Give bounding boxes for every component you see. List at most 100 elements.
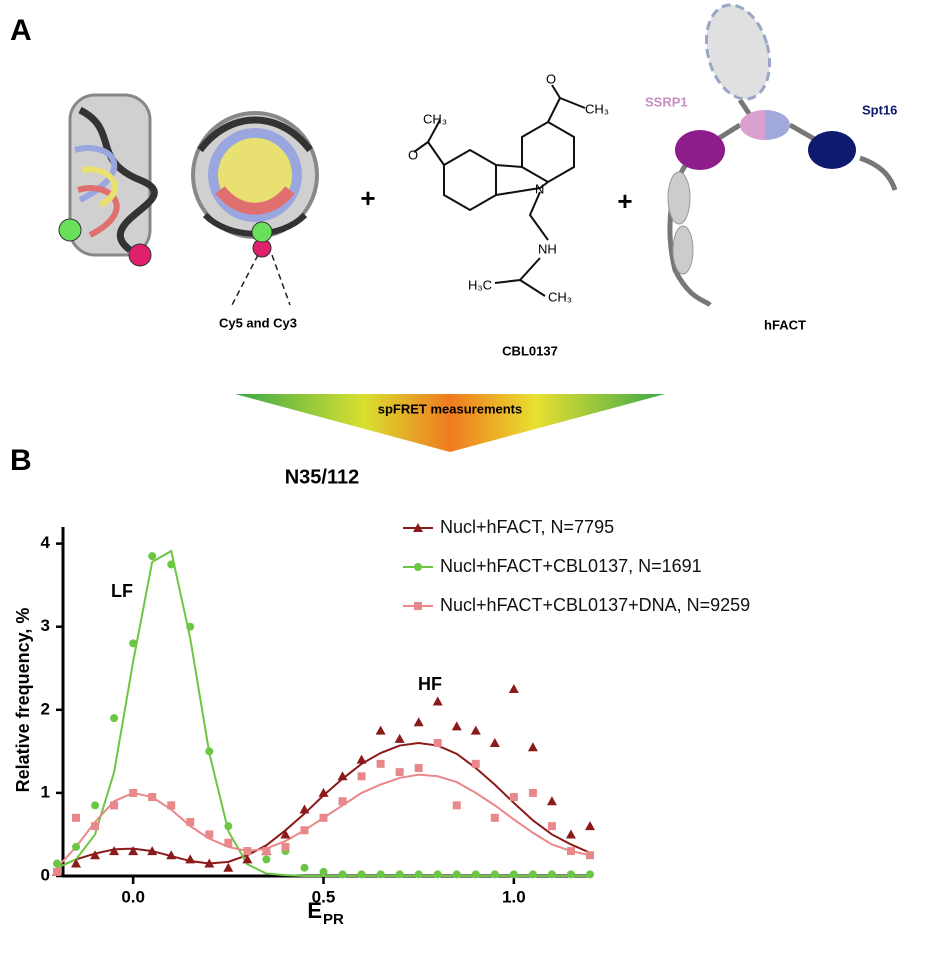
point xyxy=(223,862,234,872)
point xyxy=(566,870,575,879)
point xyxy=(242,854,253,864)
point xyxy=(186,817,195,826)
point xyxy=(489,738,500,748)
point xyxy=(490,813,499,822)
atom: CH₃ xyxy=(585,101,609,116)
point xyxy=(128,846,139,856)
point xyxy=(471,870,480,879)
point xyxy=(186,622,195,631)
plus-sign: + xyxy=(360,183,375,213)
point xyxy=(53,859,61,868)
atom: CH₃ xyxy=(423,111,447,126)
point xyxy=(299,804,310,814)
legend-label: Nucl+hFACT, N=7795 xyxy=(440,517,614,537)
y-axis-label: Relative frequency, % xyxy=(13,608,33,793)
chart-title: N35/112 xyxy=(285,466,360,488)
point xyxy=(528,788,537,797)
point xyxy=(527,742,538,752)
point xyxy=(90,850,101,860)
point xyxy=(376,759,385,768)
atom: NH xyxy=(538,241,557,256)
point xyxy=(167,560,176,569)
legend-marker xyxy=(414,602,422,610)
point xyxy=(300,826,309,835)
arrow-label: spFRET measurements xyxy=(378,401,523,416)
point xyxy=(509,793,518,802)
panel-label: A xyxy=(10,14,32,47)
x-axis-label: E xyxy=(307,898,322,923)
point xyxy=(129,788,138,797)
point xyxy=(71,858,82,868)
y-tick-label: 4 xyxy=(41,533,51,552)
point xyxy=(109,846,120,856)
atom-labels: O CH₃ O CH₃ N NH H₃C CH₃ xyxy=(408,71,609,304)
y-tick-label: 0 xyxy=(41,865,50,884)
point xyxy=(337,771,348,781)
point xyxy=(565,829,576,839)
point xyxy=(300,863,309,872)
legend-marker xyxy=(413,523,423,532)
point xyxy=(224,838,233,847)
point xyxy=(224,822,233,831)
point xyxy=(281,842,290,851)
point xyxy=(129,639,138,648)
nucleosome-front xyxy=(191,111,319,306)
point xyxy=(205,830,214,839)
legend-label: Nucl+hFACT+CBL0137, N=1691 xyxy=(440,556,702,576)
point xyxy=(452,870,461,879)
measurement-arrow xyxy=(235,394,665,452)
point xyxy=(147,846,158,856)
point xyxy=(395,768,404,777)
point xyxy=(394,733,405,743)
point xyxy=(338,797,347,806)
fit-curve xyxy=(56,549,590,877)
point xyxy=(585,821,595,831)
atom: O xyxy=(546,71,556,86)
annotation: HF xyxy=(418,674,442,694)
legend-label: Nucl+hFACT+CBL0137+DNA, N=9259 xyxy=(440,595,750,615)
point xyxy=(547,870,556,879)
panel-label: B xyxy=(10,444,32,477)
annotation: LF xyxy=(111,581,133,601)
atom: CH₃ xyxy=(548,289,572,304)
point xyxy=(319,813,328,822)
point xyxy=(433,739,442,748)
point xyxy=(509,870,518,879)
point xyxy=(508,684,519,694)
point xyxy=(433,870,442,879)
point xyxy=(452,801,461,810)
point xyxy=(91,822,100,831)
point xyxy=(243,847,252,856)
fit-curve xyxy=(56,742,591,869)
point xyxy=(338,870,347,879)
atom: H₃C xyxy=(468,277,492,292)
point xyxy=(470,725,481,735)
point xyxy=(167,801,176,810)
hfact-diagram xyxy=(667,3,898,308)
y-tick-label: 1 xyxy=(41,782,50,801)
point xyxy=(414,763,423,772)
subunit-label: SSRP1 xyxy=(645,94,688,109)
point xyxy=(53,867,61,876)
point xyxy=(318,787,329,797)
nucleosome-side xyxy=(58,93,158,267)
point xyxy=(166,850,177,860)
compound-label: CBL0137 xyxy=(502,343,558,358)
point xyxy=(205,747,214,756)
point xyxy=(357,772,366,781)
plus-sign: + xyxy=(617,186,632,216)
point xyxy=(356,754,367,764)
chemical-structure xyxy=(413,84,586,297)
point xyxy=(319,867,328,876)
point xyxy=(376,870,385,879)
fluorophore-label: Cy5 and Cy3 xyxy=(219,315,297,330)
legend-marker xyxy=(414,563,422,571)
point xyxy=(413,717,424,727)
point xyxy=(72,813,81,822)
complex-label: hFACT xyxy=(764,317,806,332)
y-tick-label: 3 xyxy=(41,616,50,635)
point xyxy=(72,842,81,851)
point xyxy=(357,870,366,879)
x-tick-label: 0.5 xyxy=(312,887,336,906)
y-tick-label: 2 xyxy=(41,699,50,718)
